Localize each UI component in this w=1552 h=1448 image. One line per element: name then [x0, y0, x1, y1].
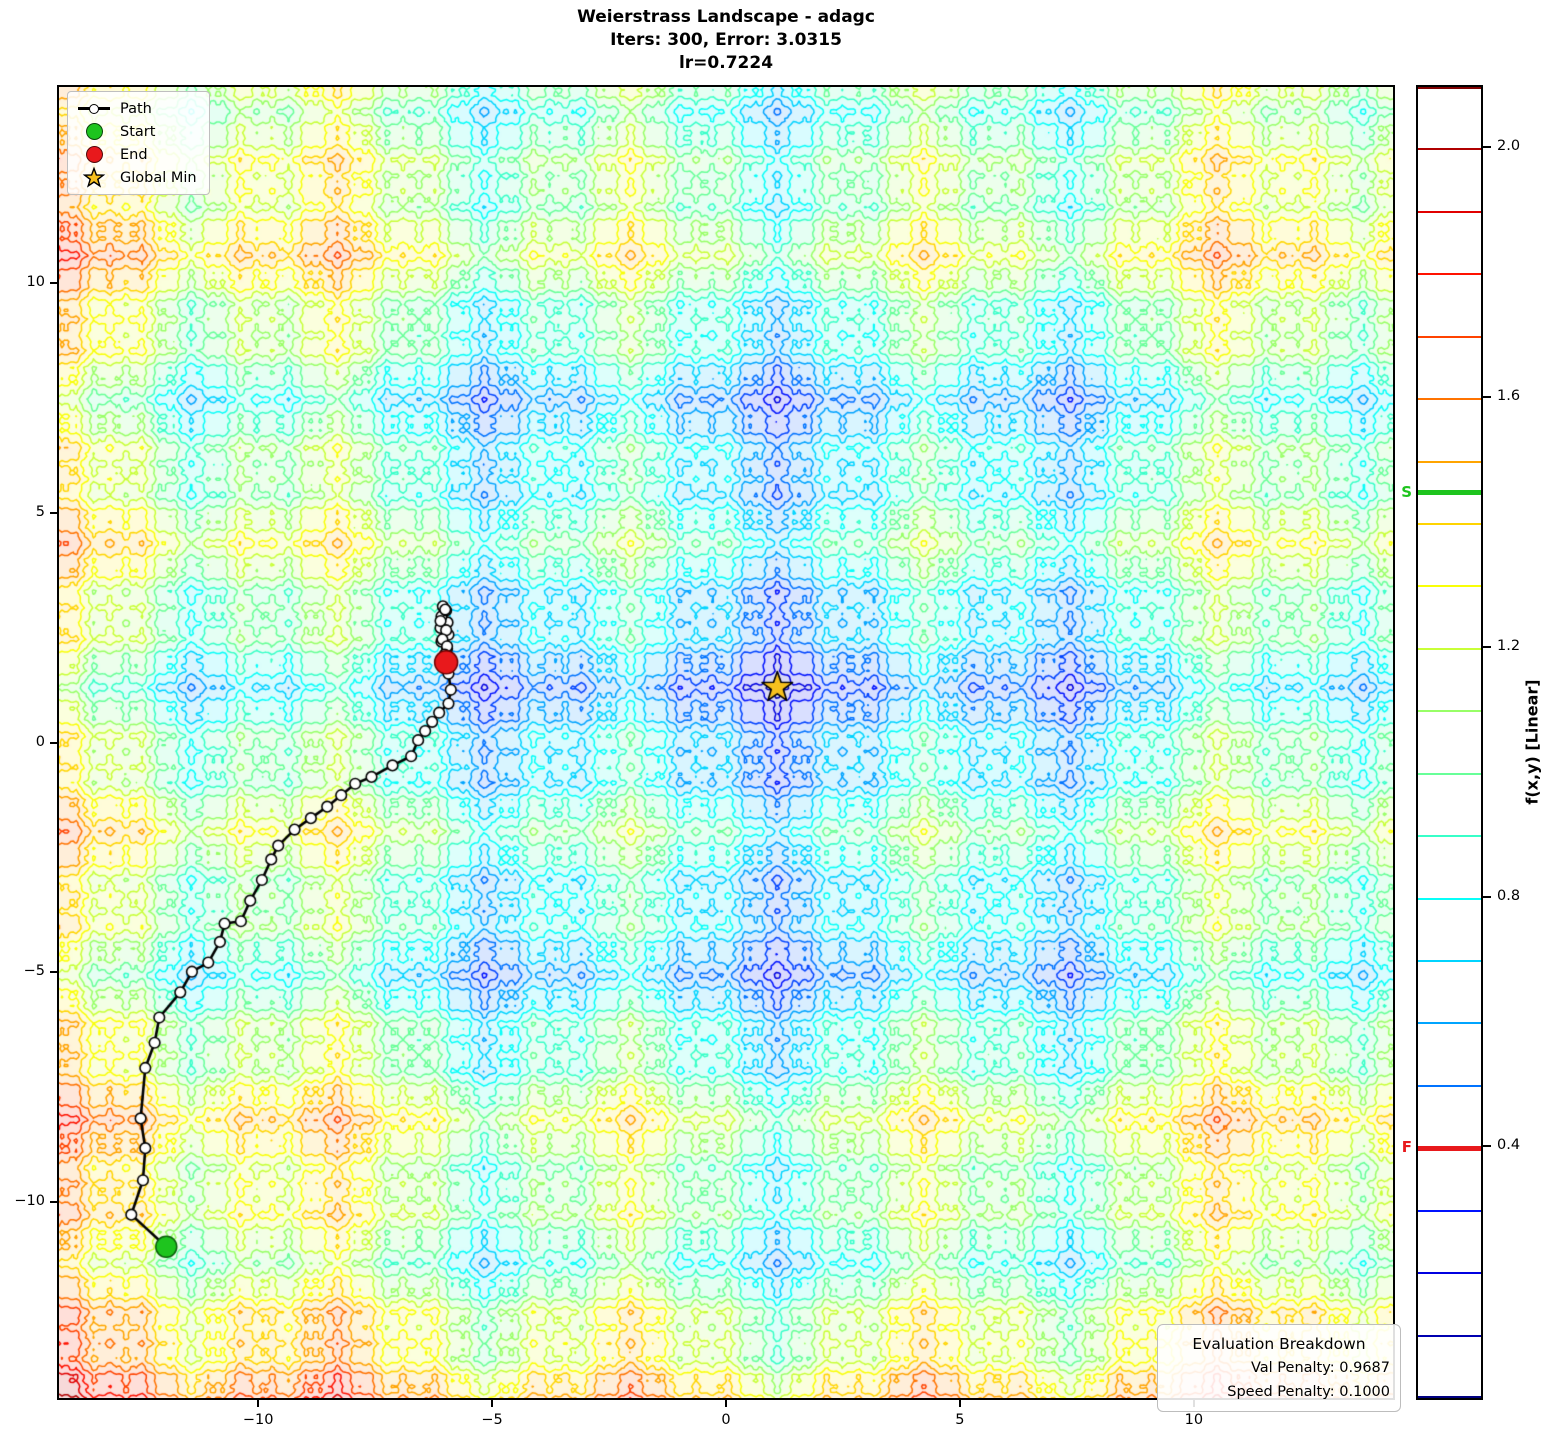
colorbar-axis-label: f(x,y) [Linear]	[1522, 679, 1542, 805]
legend-item-path: Path	[76, 97, 197, 120]
x-tick-label: −10	[242, 1412, 274, 1428]
x-tick-label: 10	[1184, 1412, 1204, 1428]
contour-canvas	[59, 87, 1393, 1398]
title-line-3: lr=0.7224	[678, 53, 774, 73]
plot-title: Weierstrass Landscape - adagc Iters: 300…	[57, 6, 1395, 75]
colorbar-tick-label: 2.0	[1497, 138, 1521, 155]
colorbar-tick-mark	[1483, 895, 1491, 898]
y-tick-label: 5	[35, 503, 45, 520]
colorbar-level-line	[1418, 87, 1481, 89]
speed-penalty-text: Speed Penalty: 0.1000	[1227, 1384, 1390, 1400]
colorbar-tick-mark	[1483, 396, 1491, 399]
legend-label-path: Path	[120, 100, 152, 117]
legend-item-global-min: Global Min	[76, 165, 197, 190]
colorbar-level-line	[1418, 585, 1481, 588]
colorbar-level-line	[1418, 273, 1481, 276]
end-dot-icon	[76, 146, 112, 163]
colorbar-level-line	[1418, 1396, 1481, 1398]
colorbar-final-marker-line	[1418, 1145, 1481, 1151]
path-line-icon	[76, 103, 112, 114]
colorbar-level-line	[1418, 398, 1481, 401]
colorbar-tick-label: 1.2	[1497, 637, 1521, 654]
colorbar-level-line	[1418, 772, 1481, 775]
legend-label-end: End	[120, 146, 148, 163]
start-dot-icon	[76, 123, 112, 140]
colorbar-level-line	[1418, 1084, 1481, 1087]
colorbar-level-line	[1418, 647, 1481, 650]
colorbar-f-label: F	[1401, 1138, 1412, 1157]
plot-area: Path Start End Global M	[57, 85, 1401, 1412]
colorbar-tick-mark	[1483, 645, 1491, 648]
colorbar-tick-label: 0.4	[1497, 1137, 1521, 1154]
colorbar-level-line	[1418, 1209, 1481, 1212]
colorbar-level-line	[1418, 1334, 1481, 1337]
colorbar-level-line	[1418, 148, 1481, 151]
colorbar-level-line	[1418, 210, 1481, 213]
y-tick-label: −10	[14, 1193, 45, 1210]
colorbar-level-line	[1418, 523, 1481, 525]
y-tick-label: 10	[26, 273, 45, 290]
colorbar-level-line	[1418, 1022, 1481, 1025]
evaluation-breakdown-box: Evaluation Breakdown Val Penalty: 0.9687…	[1157, 1324, 1401, 1412]
y-tick-mark	[50, 741, 57, 744]
val-penalty-text: Val Penalty: 0.9687	[1250, 1360, 1390, 1376]
colorbar-tick-label: 0.8	[1497, 887, 1521, 904]
evaluation-breakdown-title: Evaluation Breakdown	[1192, 1335, 1366, 1353]
colorbar-level-line	[1418, 460, 1481, 463]
colorbar-level-line	[1418, 1272, 1481, 1275]
x-tick-label: −5	[481, 1412, 503, 1428]
y-tick-mark	[50, 511, 57, 514]
colorbar-level-line	[1418, 335, 1481, 338]
colorbar-level-line	[1418, 897, 1481, 900]
star-icon	[76, 165, 112, 190]
y-tick-mark	[50, 1201, 57, 1204]
x-tick-label: 0	[721, 1412, 731, 1428]
x-tick-mark	[491, 1400, 494, 1407]
colorbar-start-marker-line	[1418, 490, 1481, 496]
x-tick-label: 5	[955, 1412, 965, 1428]
legend-item-end: End	[76, 143, 197, 166]
colorbar-s-label: S	[1401, 482, 1412, 501]
legend-label-global-min: Global Min	[120, 169, 197, 186]
y-tick-mark	[50, 281, 57, 284]
colorbar-tick-mark	[1483, 146, 1491, 149]
colorbar	[1416, 85, 1483, 1400]
title-line-1: Weierstrass Landscape - adagc	[577, 7, 875, 27]
y-tick-label: 0	[35, 733, 45, 750]
legend: Path Start End Global M	[67, 91, 210, 195]
y-tick-label: −5	[23, 963, 45, 980]
colorbar-level-line	[1418, 960, 1481, 962]
legend-label-start: Start	[120, 123, 156, 140]
title-line-2: Iters: 300, Error: 3.0315	[610, 30, 842, 50]
x-tick-mark	[257, 1400, 260, 1407]
colorbar-level-line	[1418, 835, 1481, 838]
colorbar-level-line	[1418, 710, 1481, 713]
x-tick-mark	[725, 1400, 727, 1407]
x-tick-mark	[958, 1400, 961, 1407]
colorbar-tick-label: 1.6	[1497, 388, 1521, 405]
colorbar-tick-mark	[1483, 1145, 1491, 1148]
y-tick-mark	[50, 971, 57, 974]
legend-item-start: Start	[76, 120, 197, 143]
